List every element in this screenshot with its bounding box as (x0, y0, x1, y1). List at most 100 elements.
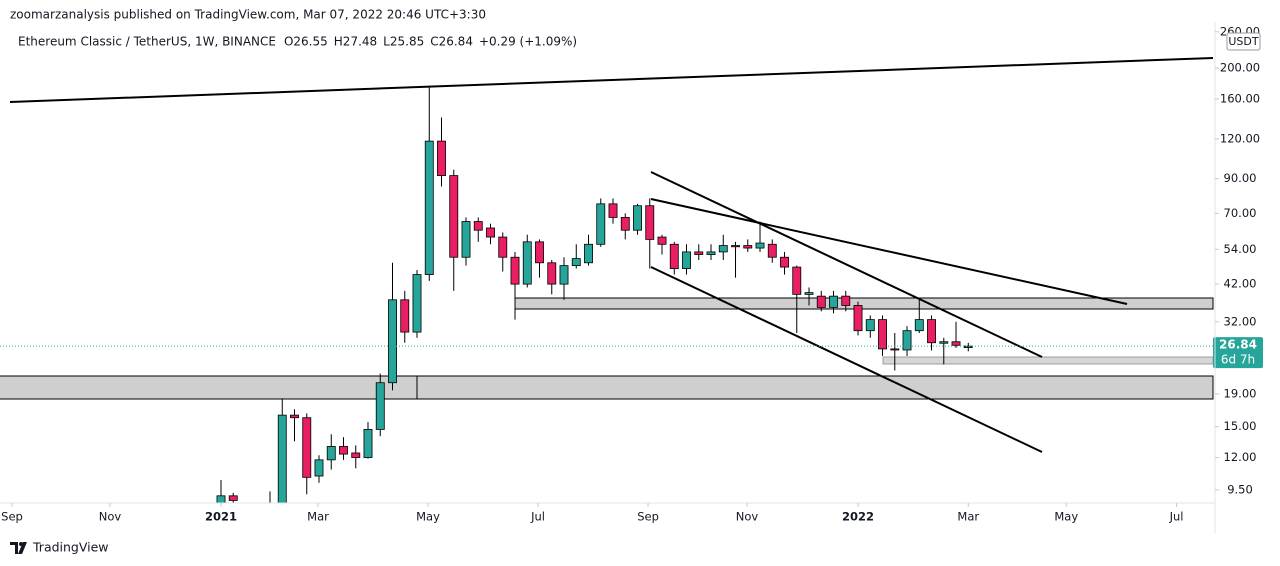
x-tick-label: 2021 (205, 510, 237, 524)
ohlc-label: C26.84 (430, 35, 473, 49)
y-tick-label: 15.00 (1224, 419, 1257, 433)
candle-body (608, 203, 618, 218)
candle-body (510, 256, 520, 285)
trendlines (9, 57, 1214, 453)
y-tick-label: 42.00 (1224, 277, 1257, 291)
candle-body (302, 417, 312, 478)
trendline (650, 171, 1043, 358)
logo-part (10, 542, 18, 554)
candle-body (437, 140, 446, 176)
y-tick-label: 12.00 (1224, 450, 1257, 464)
x-tick-label: Nov (99, 510, 122, 524)
candle-body (228, 495, 238, 501)
candle-body (718, 245, 728, 253)
candle-body (522, 241, 532, 285)
x-tick-label: May (1054, 510, 1078, 524)
candle-body (412, 274, 422, 333)
candle-body (878, 319, 887, 350)
y-tick-label: 70.00 (1224, 206, 1257, 220)
x-tick-label: Nov (736, 510, 759, 524)
candle-body (461, 221, 471, 258)
candle-body (388, 299, 397, 384)
currency: USDT (1228, 35, 1259, 48)
x-axis: Sep Nov 2021 Mar May Jul Sep Nov 2022 Mar May Jul (1, 503, 1183, 524)
brand: TradingView (32, 540, 109, 555)
symbol: Ethereum Classic / TetherUS, 1W, BINANCE (18, 35, 276, 49)
last-price-box (1213, 337, 1263, 369)
symbol-legend: Ethereum Classic / TetherUS, 1W, BINANCE… (18, 35, 577, 49)
candle-body (669, 243, 679, 269)
candle-body (400, 299, 410, 333)
candle-body (351, 452, 361, 458)
candle-body (939, 341, 949, 344)
candle-body (853, 305, 863, 332)
candle-body (767, 243, 777, 258)
candle-body (792, 266, 802, 295)
candle-body (963, 345, 973, 349)
zone-box (0, 375, 1214, 400)
candle-body (363, 429, 373, 458)
candle-body (890, 348, 900, 351)
candle-body (804, 292, 814, 295)
y-tick-label: 200.00 (1220, 61, 1260, 75)
y-tick-label: 90.00 (1224, 171, 1257, 185)
candle-body (927, 319, 936, 344)
y-tick-label: 54.00 (1224, 242, 1257, 256)
x-tick-label: Jul (1169, 510, 1184, 524)
candle-body (216, 495, 226, 503)
candle-body (535, 241, 544, 264)
trendline (650, 266, 1043, 453)
change: +0.29 (+1.09%) (479, 35, 577, 49)
y-tick-label: 120.00 (1220, 131, 1260, 145)
candle-body (902, 330, 912, 351)
candle-body (449, 175, 459, 258)
candle-body (706, 251, 716, 255)
candle-body (682, 251, 691, 269)
candle-body (559, 265, 569, 285)
candle-body (743, 245, 753, 249)
x-tick-label: 2022 (842, 510, 874, 524)
candle-body (645, 205, 655, 240)
candle-body (829, 295, 838, 308)
candle-body (326, 446, 336, 461)
candle-body (277, 414, 287, 503)
x-tick-label: Sep (637, 510, 659, 524)
ohlc-label: L25.85 (383, 35, 424, 49)
ohlc-label: O26.55 (284, 35, 328, 49)
candle-body (731, 245, 740, 248)
candle-body (755, 242, 765, 249)
candle-body (816, 295, 826, 308)
x-tick-label: Jul (530, 510, 545, 524)
candle-body (290, 414, 299, 419)
candle-body (314, 459, 324, 477)
candle-body (633, 205, 642, 231)
zone-box (882, 356, 1214, 365)
x-tick-label: Mar (957, 510, 979, 524)
y-tick-label: 32.00 (1224, 314, 1257, 328)
candle-body (375, 382, 385, 430)
candle-body (473, 221, 483, 231)
candle-body (596, 203, 606, 245)
y-axis: 9.50 12.00 15.00 19.00 32.00 42.00 54.00 70.00 9… (1215, 24, 1260, 496)
x-tick-label: Mar (307, 510, 329, 524)
candle-body (780, 256, 789, 268)
plot-area (0, 297, 1214, 400)
y-tick-label: 9.50 (1227, 482, 1253, 496)
countdown: 6d 7h (1221, 353, 1255, 367)
last-price-label: 26.84 (1219, 338, 1257, 352)
candle-body (584, 243, 593, 264)
candle-body (498, 236, 508, 258)
candle-body (657, 236, 667, 245)
x-tick-label: Sep (1, 510, 23, 524)
candles (216, 85, 973, 503)
candle-body (694, 251, 704, 255)
trendline (650, 198, 1128, 305)
x-tick-label: May (416, 510, 440, 524)
candle-body (914, 319, 924, 332)
ohlc-label: H27.48 (334, 35, 377, 49)
currency-box (1226, 32, 1261, 51)
candle-body (865, 319, 875, 332)
